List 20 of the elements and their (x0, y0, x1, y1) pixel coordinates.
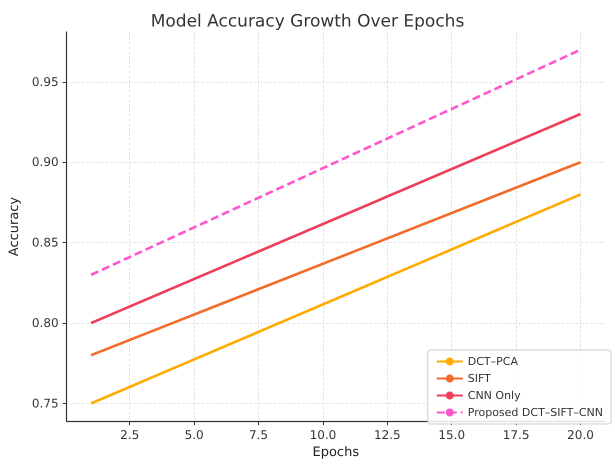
x-tick-label: 7.5 (248, 428, 268, 442)
y-axis-title: Accuracy (7, 196, 22, 256)
legend-label: DCT–PCA (468, 355, 518, 368)
y-tick-label: 0.95 (32, 74, 59, 89)
legend-label: CNN Only (468, 389, 522, 402)
x-tick-label: 17.5 (502, 428, 530, 442)
x-tick-label: 2.5 (120, 428, 140, 442)
x-tick-label: 5.0 (184, 428, 204, 442)
x-tick-label: 10.0 (310, 428, 336, 442)
x-tick-label: 20.0 (567, 428, 594, 442)
x-tick-label: 12.5 (374, 428, 401, 442)
chart-title: Model Accuracy Growth Over Epochs (150, 12, 464, 32)
y-tick-label: 0.85 (32, 236, 59, 250)
legend-label: SIFT (468, 372, 492, 385)
legend-label: Proposed DCT–SIFT–CNN (468, 406, 604, 419)
x-tick-label: 15.0 (438, 428, 466, 442)
y-tick-label: 0.90 (32, 155, 59, 170)
y-tick-label: 0.80 (32, 316, 59, 330)
y-tick-label: 0.75 (32, 396, 59, 410)
x-axis-title: Epochs (312, 445, 360, 460)
